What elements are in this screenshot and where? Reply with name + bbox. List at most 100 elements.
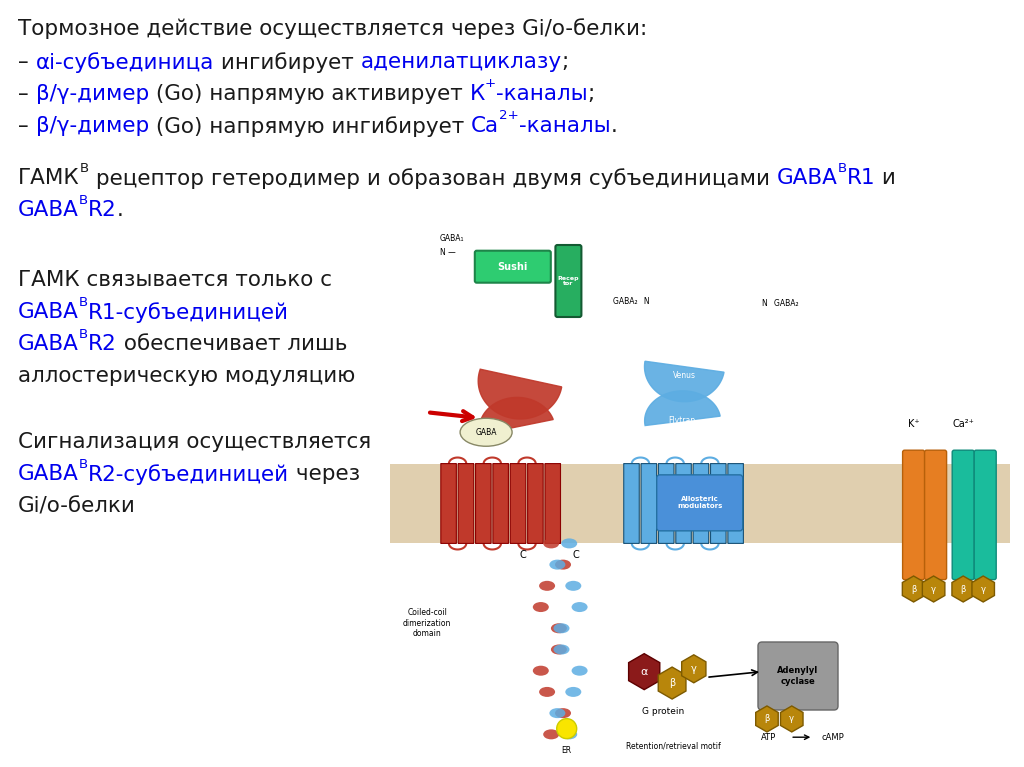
Text: –: –	[18, 116, 36, 136]
FancyBboxPatch shape	[624, 463, 639, 543]
FancyBboxPatch shape	[527, 463, 543, 543]
Text: аденилатциклазу: аденилатциклазу	[360, 52, 561, 72]
Text: R2: R2	[88, 200, 117, 220]
Ellipse shape	[539, 687, 555, 697]
Text: –: –	[18, 52, 36, 72]
Text: Ca: Ca	[471, 116, 499, 136]
Text: β: β	[911, 584, 916, 594]
Ellipse shape	[555, 560, 571, 570]
Text: GABA: GABA	[475, 428, 497, 436]
FancyBboxPatch shape	[475, 463, 492, 543]
Ellipse shape	[571, 602, 588, 612]
Text: через: через	[289, 464, 360, 484]
Text: ;: ;	[588, 84, 595, 104]
Text: +: +	[484, 77, 496, 91]
Text: (Go) напрямую активирует: (Go) напрямую активирует	[148, 84, 469, 104]
FancyArrowPatch shape	[793, 735, 809, 739]
Text: γ: γ	[981, 584, 986, 594]
FancyBboxPatch shape	[728, 463, 743, 543]
Text: β: β	[669, 678, 675, 688]
Text: N —: N —	[439, 248, 456, 257]
Text: В: В	[80, 162, 89, 175]
Ellipse shape	[550, 708, 565, 718]
Text: GABA₂  N: GABA₂ N	[613, 297, 650, 306]
Text: ;: ;	[561, 52, 569, 72]
Text: –: –	[18, 84, 36, 104]
Text: N  GABA₂: N GABA₂	[762, 299, 799, 308]
Text: В: В	[79, 458, 88, 471]
FancyBboxPatch shape	[693, 463, 709, 543]
Text: Retention/retrieval motif: Retention/retrieval motif	[626, 741, 720, 750]
Text: Allosteric
modulators: Allosteric modulators	[677, 496, 722, 509]
Ellipse shape	[532, 666, 549, 676]
Ellipse shape	[460, 418, 512, 446]
FancyBboxPatch shape	[902, 450, 925, 580]
Text: R2-субъединицей: R2-субъединицей	[88, 464, 289, 485]
Ellipse shape	[554, 624, 569, 634]
FancyBboxPatch shape	[711, 463, 726, 543]
Text: рецептор гетеродимер и образован двумя субъединицами: рецептор гетеродимер и образован двумя с…	[89, 168, 776, 189]
Text: GABA: GABA	[776, 168, 838, 188]
Ellipse shape	[561, 729, 578, 739]
Text: β: β	[764, 714, 770, 723]
Text: Adenylyl
cyclase: Adenylyl cyclase	[777, 667, 818, 686]
Text: K⁺: K⁺	[908, 419, 920, 429]
Ellipse shape	[539, 581, 555, 591]
FancyBboxPatch shape	[510, 463, 525, 543]
FancyBboxPatch shape	[493, 463, 509, 543]
Text: GABA: GABA	[18, 464, 79, 484]
Text: G protein: G protein	[642, 707, 684, 716]
Text: ГАМК связывается только с: ГАМК связывается только с	[18, 270, 332, 290]
Text: GABA: GABA	[18, 200, 79, 220]
Circle shape	[557, 719, 577, 739]
FancyBboxPatch shape	[555, 245, 582, 317]
Text: R1: R1	[847, 168, 876, 188]
Text: ER: ER	[561, 746, 571, 755]
FancyBboxPatch shape	[545, 463, 560, 543]
Text: ATP: ATP	[761, 732, 776, 742]
FancyBboxPatch shape	[641, 463, 656, 543]
Text: Coiled-coil
dimerization
domain: Coiled-coil dimerization domain	[403, 608, 452, 638]
Text: C: C	[572, 550, 580, 560]
FancyBboxPatch shape	[475, 251, 551, 283]
Text: R2: R2	[88, 334, 117, 354]
Text: β/γ-димер: β/γ-димер	[36, 116, 148, 136]
FancyBboxPatch shape	[952, 450, 974, 580]
Ellipse shape	[565, 581, 582, 591]
Text: В: В	[79, 194, 88, 207]
Text: Gi/o-белки: Gi/o-белки	[18, 496, 136, 516]
Bar	[390, 463, 1010, 543]
Polygon shape	[644, 361, 724, 402]
Text: ингибирует: ингибирует	[214, 52, 360, 73]
FancyBboxPatch shape	[658, 463, 674, 543]
Ellipse shape	[554, 644, 569, 654]
Ellipse shape	[543, 538, 559, 548]
Text: Sushi: Sushi	[498, 262, 528, 272]
Text: 2+: 2+	[499, 110, 519, 123]
Polygon shape	[645, 391, 720, 426]
Text: обеспечивает лишь: обеспечивает лишь	[117, 334, 347, 354]
FancyBboxPatch shape	[676, 463, 691, 543]
Text: GABA₁: GABA₁	[439, 234, 464, 243]
FancyBboxPatch shape	[656, 475, 742, 531]
Text: ГАМК: ГАМК	[18, 168, 80, 188]
Text: GABA: GABA	[18, 302, 79, 322]
Text: γ: γ	[790, 714, 795, 723]
Text: и: и	[876, 168, 896, 188]
Text: Сигнализация осуществляется: Сигнализация осуществляется	[18, 432, 372, 452]
Polygon shape	[478, 369, 562, 419]
Text: В: В	[79, 328, 88, 341]
Ellipse shape	[561, 538, 578, 548]
Text: В: В	[79, 296, 88, 309]
Text: В: В	[838, 162, 847, 175]
Text: -каналы: -каналы	[519, 116, 610, 136]
Text: cAMP: cAMP	[822, 732, 845, 742]
Text: Ca²⁺: Ca²⁺	[952, 419, 975, 429]
Text: GABA: GABA	[18, 334, 79, 354]
Text: γ: γ	[931, 584, 936, 594]
FancyBboxPatch shape	[925, 450, 946, 580]
Ellipse shape	[543, 729, 559, 739]
Text: β: β	[961, 584, 966, 594]
Text: -каналы: -каналы	[496, 84, 588, 104]
Text: β/γ-димер: β/γ-димер	[36, 84, 148, 104]
